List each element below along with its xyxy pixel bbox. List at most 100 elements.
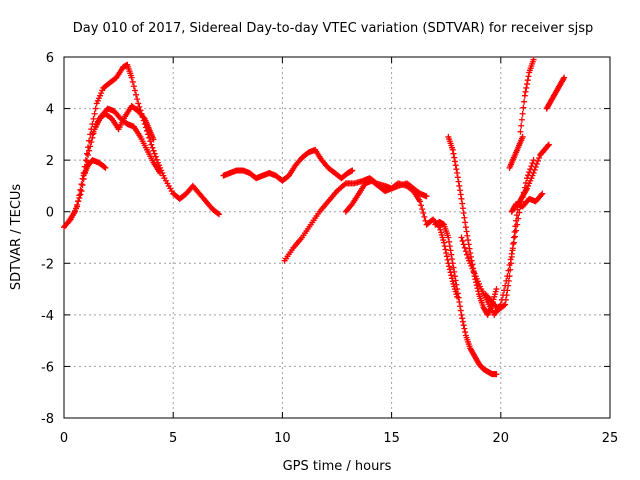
data-point-marker [510,234,517,241]
data-point-marker [76,194,83,201]
data-point-marker [463,251,470,258]
x-axis-label: GPS time / hours [283,459,392,474]
data-point-marker [150,136,157,143]
x-tick-label: 20 [493,431,510,446]
data-point-marker [453,166,460,173]
data-point-marker [508,253,515,260]
data-point-marker [526,169,533,176]
data-point-marker [446,266,453,273]
data-point-marker [518,122,525,129]
data-point-marker [510,240,517,247]
data-point-marker [513,212,520,219]
data-point-marker [459,205,466,212]
series-trace-4 [89,102,157,143]
data-point-marker [449,146,456,153]
data-point-marker [214,210,221,217]
data-point-marker [538,191,545,198]
data-point-marker [88,139,95,146]
data-point-marker [133,91,140,98]
y-tick-label: -6 [41,360,54,375]
data-point-marker [460,241,467,248]
data-point-marker [102,164,109,171]
data-point-marker [135,100,142,107]
data-point-marker [539,190,546,197]
x-tick-label: 0 [60,431,68,446]
data-point-marker [459,318,466,325]
x-tick-label: 10 [274,431,291,446]
data-point-marker [419,206,426,213]
data-point-marker [459,200,466,207]
data-point-marker [505,282,512,289]
data-point-marker [153,156,160,163]
data-point-marker [461,214,468,221]
data-point-marker [460,322,467,329]
data-point-marker [452,277,459,284]
x-tick-label: 15 [383,431,400,446]
data-point-marker [443,253,450,260]
data-point-marker [140,114,147,121]
data-point-marker [90,115,97,122]
data-point-marker [520,104,527,111]
data-point-marker [441,243,448,250]
data-point-marker [348,202,355,209]
data-point-marker [87,143,94,150]
data-point-marker [91,110,98,117]
data-point-marker [529,160,536,167]
y-axis-ticks: -8 -6 -4 -2 0 2 4 6 [41,51,610,427]
data-point-marker [85,151,92,158]
y-tick-label: -8 [41,412,54,427]
data-point-marker [506,273,513,280]
data-point-marker [534,158,541,165]
data-point-marker [92,105,99,112]
data-point-marker [451,158,458,165]
data-point-marker [450,150,457,157]
y-tick-label: 2 [46,154,54,169]
plot-frame [63,56,611,419]
data-point-marker [507,266,514,273]
data-point-marker [536,154,543,161]
data-point-marker [454,170,461,177]
data-point-marker [448,251,455,258]
data-point-marker [531,167,538,174]
data-point-marker [130,83,137,90]
data-point-marker [442,246,449,253]
data-point-marker [457,307,464,314]
data-point-marker [136,103,143,110]
data-point-marker [131,87,138,94]
series-trace-12 [517,56,537,135]
data-point-marker [507,260,514,267]
data-point-marker [533,161,540,168]
data-point-marker [517,128,524,135]
data-point-marker [77,191,84,198]
data-point-marker [71,208,78,215]
data-point-marker [457,187,464,194]
data-point-marker [509,247,516,254]
y-axis-label: SDTVAR / TECUs [9,184,24,291]
y-tick-label: -4 [41,309,54,324]
data-point-marker [441,239,448,246]
data-point-marker [522,88,529,95]
data-point-marker [465,241,472,248]
data-point-marker [445,234,452,241]
data-point-marker [530,170,537,177]
data-point-marker [454,286,461,293]
x-axis-ticks: 0 5 10 15 20 25 [60,57,618,446]
gridlines [64,57,610,418]
data-point-marker [82,157,89,164]
data-point-marker [503,292,510,299]
data-point-marker [451,154,458,161]
data-point-marker [78,188,85,195]
data-point-marker [462,219,469,226]
data-point-marker [530,157,537,164]
data-point-marker [458,234,465,241]
data-point-marker [532,164,539,171]
data-point-marker [455,178,462,185]
data-point-marker [451,268,458,275]
series-trace-15 [543,74,568,112]
data-point-marker [421,213,428,220]
data-point-marker [502,296,509,303]
data-point-marker [528,163,535,170]
data-point-marker [458,195,465,202]
series-trace-3 [80,157,109,179]
